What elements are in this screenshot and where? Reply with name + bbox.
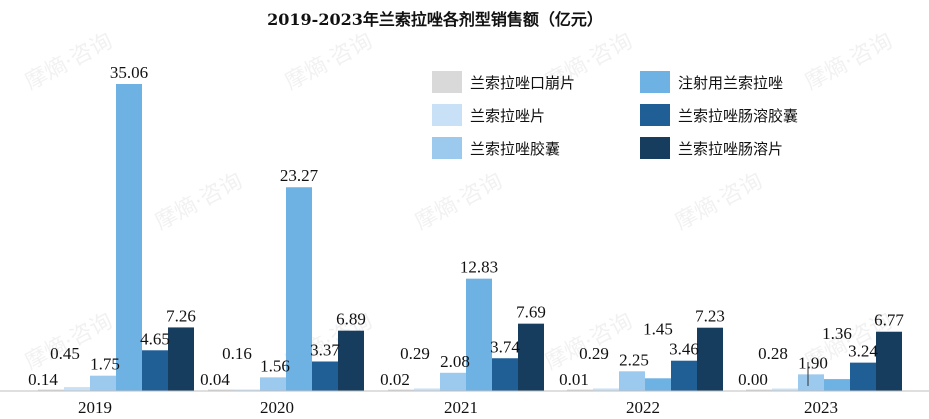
legend-swatch (432, 104, 462, 126)
legend-label: 兰索拉唑肠溶胶囊 (678, 107, 798, 125)
bar (492, 358, 518, 391)
data-label: 1.75 (90, 355, 120, 374)
data-label: 1.56 (260, 356, 290, 375)
bar (798, 374, 824, 391)
bar (671, 360, 697, 391)
x-tick-label: 2020 (260, 398, 294, 417)
legend-swatch (432, 71, 462, 93)
data-label: 0.01 (559, 370, 589, 389)
data-label: 1.90 (798, 353, 828, 372)
bars (38, 84, 902, 391)
data-label: 0.29 (579, 344, 609, 363)
legend-swatch (432, 137, 462, 159)
data-label: 3.37 (310, 340, 340, 359)
data-label: 6.77 (874, 311, 904, 330)
data-label: 35.06 (110, 63, 148, 82)
data-label: 6.89 (336, 310, 366, 329)
bar (234, 389, 260, 391)
data-label: 1.36 (822, 324, 852, 343)
data-label: 0.29 (400, 344, 430, 363)
data-label: 2.25 (619, 350, 649, 369)
data-label: 0.14 (28, 370, 58, 389)
data-label: 0.45 (50, 344, 80, 363)
watermark-text: 摩熵·咨询 (801, 29, 897, 96)
data-label: 4.65 (140, 329, 170, 348)
x-tick-label: 2019 (78, 398, 112, 417)
bar (567, 389, 593, 391)
data-label: 0.04 (200, 370, 230, 389)
bar (260, 377, 286, 391)
bar (388, 389, 414, 391)
bar (440, 372, 466, 391)
x-tick-label: 2023 (804, 398, 838, 417)
bar (645, 378, 671, 391)
watermark-text: 摩熵·咨询 (281, 29, 377, 96)
data-label: 0.16 (222, 344, 252, 363)
legend-swatch (640, 104, 670, 126)
data-label: 7.23 (695, 307, 725, 326)
bar (746, 389, 772, 391)
data-label: 0.00 (738, 370, 768, 389)
data-label: 12.83 (460, 258, 498, 277)
bar (593, 388, 619, 391)
legend-label: 兰索拉唑片 (470, 107, 545, 125)
x-ticks: 2019 2020 2021 2022 2023 (78, 398, 838, 417)
data-label: 1.45 (643, 319, 673, 338)
data-label: 7.69 (516, 303, 546, 322)
watermark-text: 摩熵·咨询 (411, 169, 507, 236)
bar (142, 350, 168, 391)
legend-label: 注射用兰索拉唑 (678, 74, 783, 92)
bar (619, 371, 645, 391)
chart-title: 2019-2023年兰索拉唑各剂型销售额（亿元） (267, 10, 603, 29)
data-label: 3.74 (490, 337, 520, 356)
bar (824, 379, 850, 391)
bar (518, 323, 544, 391)
legend-label: 兰索拉唑肠溶片 (678, 140, 783, 158)
value-labels: 0.14 0.45 1.75 35.06 4.65 7.26 0.04 0.16 1.56 23.… (28, 63, 904, 389)
bar (338, 330, 364, 391)
bar (168, 327, 194, 391)
data-label: 0.02 (380, 370, 410, 389)
bar (286, 187, 312, 391)
bar (876, 331, 902, 391)
bar (64, 387, 90, 391)
legend-swatch (640, 71, 670, 93)
bar (312, 361, 338, 391)
watermark-text: 摩熵·咨询 (671, 169, 767, 236)
bar (38, 389, 64, 391)
watermark-text: 摩熵·咨询 (151, 169, 247, 236)
bar (772, 388, 798, 391)
data-label: 3.24 (848, 342, 878, 361)
data-label: 7.26 (166, 306, 196, 325)
bar (414, 388, 440, 391)
bar (90, 375, 116, 391)
data-label: 0.28 (758, 344, 788, 363)
bar (697, 327, 723, 391)
watermark-text: 摩熵·咨询 (21, 29, 117, 96)
legend-swatch (640, 137, 670, 159)
x-tick-label: 2022 (626, 398, 660, 417)
legend-label: 兰索拉唑口崩片 (470, 74, 575, 92)
bar (466, 278, 492, 391)
x-tick-label: 2021 (444, 398, 478, 417)
bar (116, 84, 142, 391)
data-label: 23.27 (280, 166, 319, 185)
bar (208, 389, 234, 391)
data-label: 3.46 (669, 340, 699, 359)
data-label: 2.08 (440, 352, 470, 371)
bar (850, 362, 876, 391)
legend-label: 兰索拉唑胶囊 (470, 140, 560, 158)
